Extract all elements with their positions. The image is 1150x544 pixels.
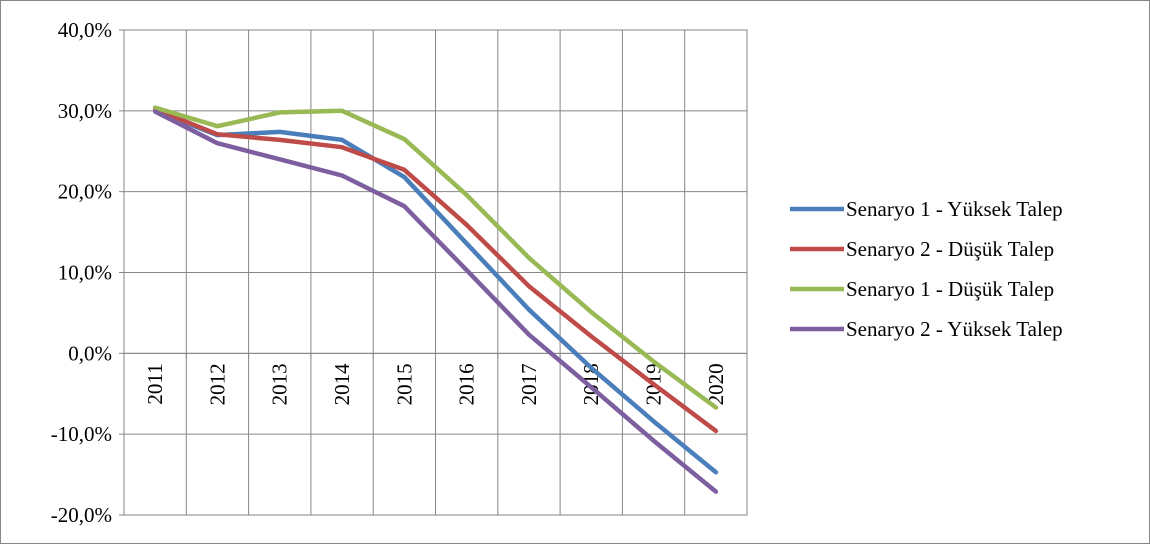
x-tick-label: 2020 bbox=[704, 363, 728, 405]
legend-label: Senaryo 2 - Düşük Talep bbox=[846, 237, 1054, 261]
series-line bbox=[152, 108, 719, 475]
x-tick-label: 2015 bbox=[392, 363, 416, 405]
y-tick-label: -10,0% bbox=[51, 422, 112, 446]
series-line bbox=[152, 106, 719, 434]
x-tick-label: 2016 bbox=[455, 363, 479, 405]
legend-label: Senaryo 1 - Yüksek Talep bbox=[846, 197, 1063, 221]
series-lines bbox=[152, 105, 719, 494]
x-axis-tick-labels: 2011 2012 2013 2014 2015 2016 2017 2018 2019 2020 bbox=[143, 363, 728, 406]
legend-label: Senaryo 1 - Düşük Talep bbox=[846, 277, 1054, 301]
grid-lines bbox=[119, 29, 748, 516]
x-tick-label: 2017 bbox=[517, 363, 541, 405]
y-tick-label: 30,0% bbox=[58, 99, 112, 123]
x-tick-label: 2012 bbox=[205, 363, 229, 405]
series-line bbox=[152, 109, 719, 494]
x-tick-label: 2013 bbox=[268, 363, 292, 405]
y-axis-tick-labels: 40,0% 30,0% 20,0% 10,0% 0,0% -10,0% -20,0% bbox=[51, 18, 112, 527]
legend-label: Senaryo 2 - Yüksek Talep bbox=[846, 317, 1063, 341]
x-tick-label: 2014 bbox=[330, 363, 354, 406]
x-tick-label: 2011 bbox=[143, 363, 167, 404]
y-tick-label: 20,0% bbox=[58, 180, 112, 204]
series-line bbox=[152, 105, 719, 410]
y-tick-label: 0,0% bbox=[68, 341, 112, 365]
y-tick-label: -20,0% bbox=[51, 503, 112, 527]
legend: Senaryo 1 - Yüksek Talep Senaryo 2 - Düşü… bbox=[790, 197, 1063, 341]
y-tick-label: 40,0% bbox=[58, 18, 112, 42]
y-tick-label: 10,0% bbox=[58, 261, 112, 285]
